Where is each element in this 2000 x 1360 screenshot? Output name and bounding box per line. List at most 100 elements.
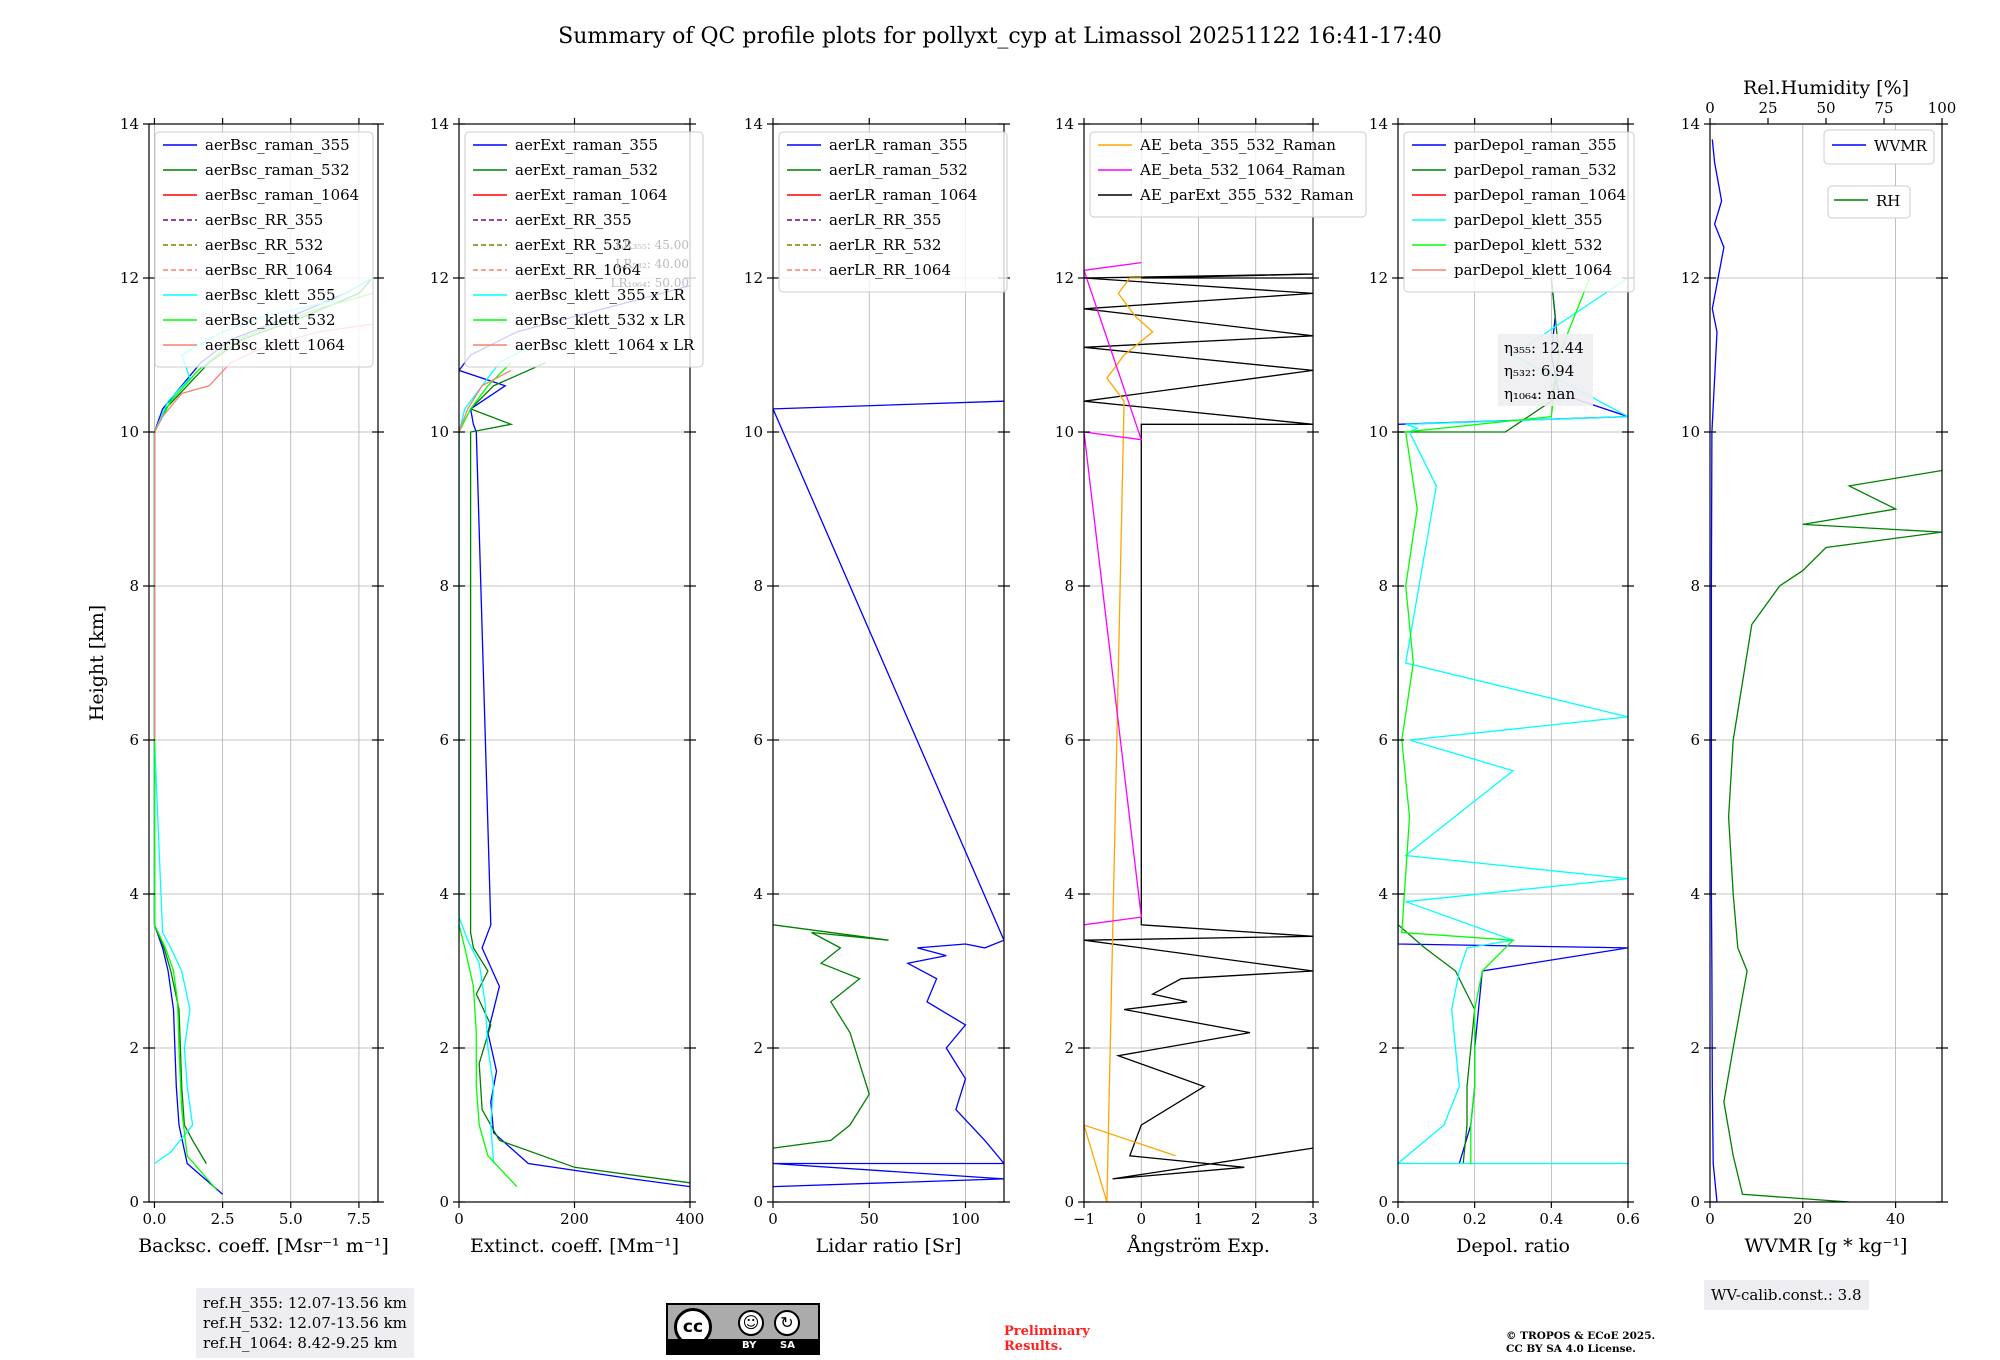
legend-label: aerLR_RR_355 <box>829 211 941 229</box>
wv-calib-box: WV-calib.const.: 3.8 <box>1704 1280 1869 1310</box>
legend-label: aerLR_RR_532 <box>829 236 941 254</box>
copyright-line-1: © TROPOS & ECoE 2025. <box>1506 1330 1656 1342</box>
x-tick-label: 0.6 <box>1616 1210 1640 1228</box>
x-tick-label: 2.5 <box>211 1210 235 1228</box>
preliminary-line-2: Results. <box>1004 1339 1063 1354</box>
axes-frame <box>772 123 1005 1203</box>
y-tick-label: 0 <box>1378 1193 1388 1211</box>
y-tick-label: 14 <box>430 115 449 133</box>
y-tick-label: 14 <box>1681 115 1700 133</box>
x-axis-label: Backsc. coeff. [Msr⁻¹ m⁻¹] <box>138 1235 389 1257</box>
legend-label: aerBsc_klett_355 x LR <box>515 286 686 304</box>
x-tick-label: 3 <box>1308 1210 1318 1228</box>
legend-label: RH <box>1876 192 1900 210</box>
legend-label: aerLR_raman_1064 <box>829 186 977 204</box>
cc-license-badge: cc ☺ ↻ BY SA <box>666 1303 820 1355</box>
legend-label: parDepol_raman_1064 <box>1454 186 1626 204</box>
y-tick-label: 0 <box>753 1193 763 1211</box>
x-tick-label: 0.2 <box>1463 1210 1487 1228</box>
y-tick-label: 8 <box>1064 577 1074 595</box>
y-tick-label: 4 <box>1064 885 1074 903</box>
legend-box <box>154 131 374 368</box>
eta-value: η₅₃₂: 6.94 <box>1504 362 1574 380</box>
y-tick-label: 4 <box>1690 885 1700 903</box>
legend-label: aerExt_raman_1064 <box>515 186 668 204</box>
series-line-parDepol_klett_355 <box>1398 277 1628 1165</box>
series-line-aerExt_raman_532 <box>469 362 690 1184</box>
subplot-3: 0 2 4 6 8 10 12 14 0 50 100 Lidar ratio [Sr] aerLR_r… <box>744 115 1010 1257</box>
legend-label: aerExt_RR_1064 <box>515 261 641 279</box>
figure-title: Summary of QC profile plots for pollyxt_… <box>558 24 1442 49</box>
x-tick-label: 1 <box>1194 1210 1204 1228</box>
x-tick-label: 0 <box>1705 1210 1715 1228</box>
legend-box <box>1403 131 1635 293</box>
y-tick-label: 4 <box>753 885 763 903</box>
series-line-AE_beta_532_1064_Raman <box>1084 261 1143 926</box>
y-tick-label: 4 <box>1378 885 1388 903</box>
x-tick-label: 0.0 <box>1386 1210 1410 1228</box>
y-tick-label: 0 <box>129 1193 139 1211</box>
x-tick-label: 0 <box>1136 1210 1146 1228</box>
legend-label: aerBsc_raman_355 <box>205 136 350 154</box>
x-tick-label: 0.0 <box>143 1210 167 1228</box>
x-axis-label: Extinct. coeff. [Mm⁻¹] <box>470 1235 679 1257</box>
y-tick-label: 14 <box>1369 115 1388 133</box>
legend-label: aerExt_raman_355 <box>515 136 658 154</box>
license-strip <box>668 1339 818 1353</box>
axes-frame <box>148 123 379 1203</box>
eta-box <box>1498 334 1593 406</box>
x-tick-label: 50 <box>860 1210 879 1228</box>
series-line-aerLR_raman_355 <box>773 400 1004 1188</box>
license-by-label: BY <box>742 1340 757 1351</box>
y-tick-label: 10 <box>120 423 139 441</box>
y-tick-label: 12 <box>1681 269 1700 287</box>
y-tick-label: 8 <box>1690 577 1700 595</box>
legend-label: aerExt_RR_355 <box>515 211 632 229</box>
y-tick-label: 6 <box>439 731 449 749</box>
x-axis-label: WVMR [g * kg⁻¹] <box>1745 1235 1908 1257</box>
x-tick-label: 20 <box>1793 1210 1812 1228</box>
by-person-icon: ☺ <box>738 1310 764 1336</box>
legend-label: aerBsc_klett_532 x LR <box>515 311 686 329</box>
y-tick-label: 8 <box>129 577 139 595</box>
x-tick-label: 2 <box>1251 1210 1261 1228</box>
y-tick-label: 0 <box>1690 1193 1700 1211</box>
y-tick-label: 0 <box>1064 1193 1074 1211</box>
preliminary-note: Preliminary Results. <box>1004 1324 1090 1354</box>
y-tick-label: 10 <box>430 423 449 441</box>
x-axis-label: Ångström Exp. <box>1126 1235 1270 1257</box>
x-tick-label: 100 <box>951 1210 980 1228</box>
series-group <box>153 277 373 1195</box>
subplot-6: 0 2 4 6 8 10 12 14 0 20 40 WVMR [g * kg⁻¹] WVMR RH 0 25… <box>1681 77 1956 1257</box>
y-tick-label: 6 <box>1378 731 1388 749</box>
y-tick-label: 4 <box>439 885 449 903</box>
series-line-RH <box>1723 469 1942 1202</box>
y-tick-label: 14 <box>1055 115 1074 133</box>
y-tick-label: 14 <box>120 115 139 133</box>
legend-label: aerBsc_raman_1064 <box>205 186 359 204</box>
y-tick-label: 12 <box>744 269 763 287</box>
series-line-parDepol_klett_532 <box>1401 277 1591 1164</box>
y-tick-label: 10 <box>1369 423 1388 441</box>
y-tick-label: 8 <box>439 577 449 595</box>
x-tick-label: 0 <box>454 1210 464 1228</box>
series-line-AE_beta_355_532_Raman <box>1084 277 1176 1202</box>
lidar-ratio-note: LR₃₅₅: 45.00 <box>615 238 689 252</box>
y-tick-label: 2 <box>1690 1039 1700 1057</box>
legend-label: aerBsc_klett_1064 <box>205 336 345 354</box>
legend-label: parDepol_klett_532 <box>1454 236 1603 254</box>
legend-box <box>464 131 704 368</box>
top-tick-label: 75 <box>1874 99 1893 117</box>
series-line-aerBsc_klett_532 x LR <box>459 362 518 1188</box>
y-tick-label: 12 <box>1369 269 1388 287</box>
y-tick-label: 12 <box>120 269 139 287</box>
ref-height-355: ref.H_355: 12.07-13.56 km <box>203 1294 407 1312</box>
x-tick-label: 40 <box>1886 1210 1905 1228</box>
y-tick-label: 10 <box>1681 423 1700 441</box>
series-line-AE_parExt_355_532_Raman <box>1084 273 1313 1180</box>
series-group <box>1398 277 1628 1165</box>
y-tick-label: 6 <box>1690 731 1700 749</box>
y-tick-label: 10 <box>1055 423 1074 441</box>
series-group <box>1710 139 1942 1202</box>
